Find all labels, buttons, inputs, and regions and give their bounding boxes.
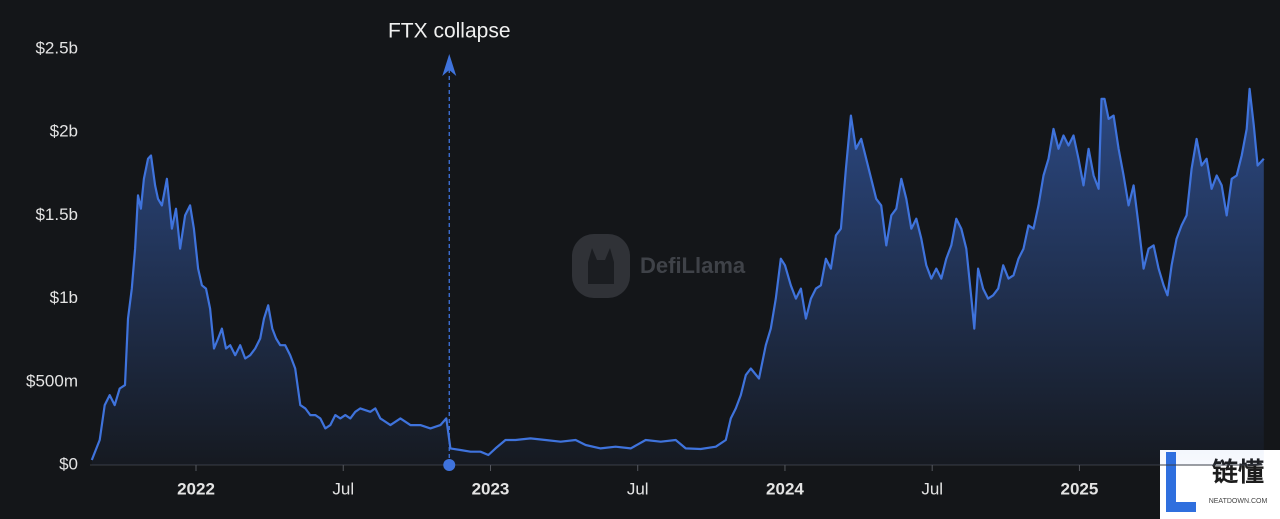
watermark-llama: [588, 248, 614, 284]
x-tick-label: Jul: [921, 479, 943, 498]
annotation-arrow: [442, 54, 457, 76]
annotation-text: FTX collapse: [388, 20, 511, 43]
y-tick-label: $1b: [50, 288, 78, 307]
x-tick-label: 2023: [472, 479, 510, 498]
badge-subtitle: NEATDOWN.COM: [1209, 498, 1268, 505]
y-tick-label: $1.5b: [35, 205, 78, 224]
x-tick-label: 2022: [177, 479, 215, 498]
watermark-logo: [572, 234, 630, 298]
annotation-dot: [443, 459, 456, 471]
area-fill: [91, 88, 1264, 466]
watermark-text: DefiLlama: [640, 253, 746, 278]
x-tick-label: 2024: [766, 479, 804, 498]
y-tick-label: $0: [59, 454, 78, 473]
x-tick-label: Jul: [627, 479, 649, 498]
x-tick-label: 2025: [1061, 479, 1099, 498]
y-tick-label: $2.5b: [35, 38, 78, 57]
x-tick-label: Jul: [332, 479, 354, 498]
watermark: DefiLlama: [572, 234, 746, 298]
y-tick-label: $500m: [26, 371, 78, 390]
annotation: FTX collapse: [388, 20, 511, 471]
line: [90, 87, 1265, 461]
y-tick-label: $2b: [50, 122, 78, 141]
badge-logo: [1166, 452, 1196, 512]
